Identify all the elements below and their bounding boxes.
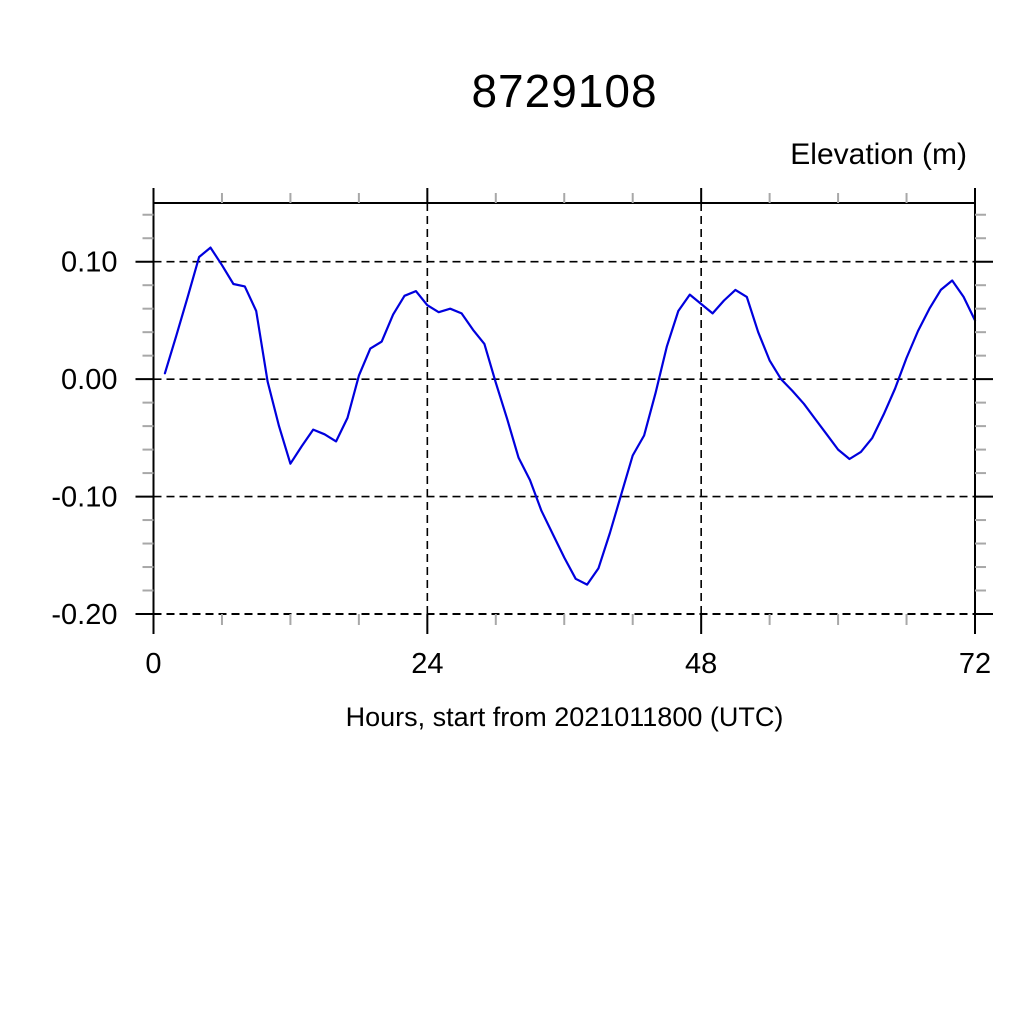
x-tick-label: 24 [411,648,443,680]
y-tick-label: 0.00 [61,364,117,396]
y-tick-label: -0.10 [51,482,117,514]
x-tick-label: 0 [145,648,161,680]
x-tick-label: 48 [685,648,717,680]
x-axis-title: Hours, start from 2021011800 (UTC) [345,702,784,732]
x-tick-label: 72 [959,648,991,680]
y-axis-title: Elevation (m) [790,138,967,171]
elevation-line [163,246,977,586]
station-title: 8729108 [471,65,658,117]
y-tick-label: 0.10 [61,247,117,279]
y-tick-label: -0.20 [51,599,117,631]
